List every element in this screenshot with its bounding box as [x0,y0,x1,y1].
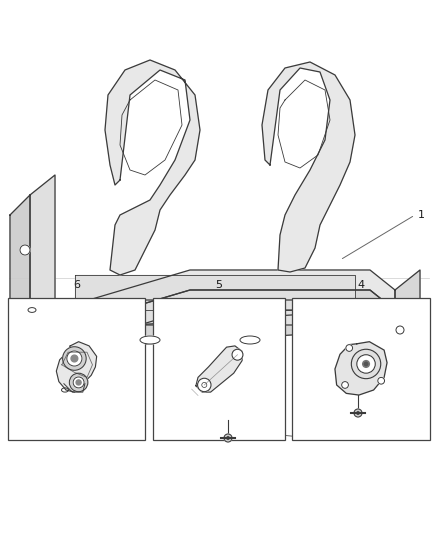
Polygon shape [55,290,395,350]
Circle shape [351,349,381,378]
Polygon shape [395,270,420,360]
Circle shape [363,361,369,367]
Polygon shape [57,342,97,392]
Polygon shape [105,60,200,275]
Text: 2: 2 [423,370,430,380]
Circle shape [69,373,88,392]
Circle shape [342,382,348,389]
Circle shape [67,351,82,366]
Text: 1: 1 [418,210,425,220]
Polygon shape [30,175,55,330]
Circle shape [76,380,81,385]
Polygon shape [55,310,370,350]
Circle shape [232,349,243,360]
Polygon shape [262,62,355,272]
Bar [153,298,285,440]
Circle shape [346,345,353,351]
Circle shape [227,437,229,439]
Circle shape [73,377,84,388]
Circle shape [396,326,404,334]
Ellipse shape [240,336,260,344]
Polygon shape [196,346,242,392]
Ellipse shape [140,336,160,344]
Bar [292,298,430,440]
Circle shape [364,362,368,366]
Circle shape [378,377,385,384]
Circle shape [224,434,232,442]
Bar [8,298,145,440]
Polygon shape [335,342,387,395]
Text: 5: 5 [215,280,223,290]
Circle shape [63,347,86,370]
Polygon shape [55,300,380,340]
Text: 3: 3 [313,433,320,443]
Text: 4: 4 [357,280,364,290]
Circle shape [20,245,30,255]
Polygon shape [55,270,395,330]
Circle shape [357,355,375,373]
Text: 6: 6 [73,280,80,290]
Polygon shape [10,195,30,345]
Ellipse shape [28,308,36,312]
Polygon shape [75,275,355,310]
Circle shape [71,356,79,364]
Circle shape [354,409,362,417]
Circle shape [357,412,359,414]
Ellipse shape [61,388,68,392]
Circle shape [71,355,78,362]
Circle shape [198,378,211,392]
